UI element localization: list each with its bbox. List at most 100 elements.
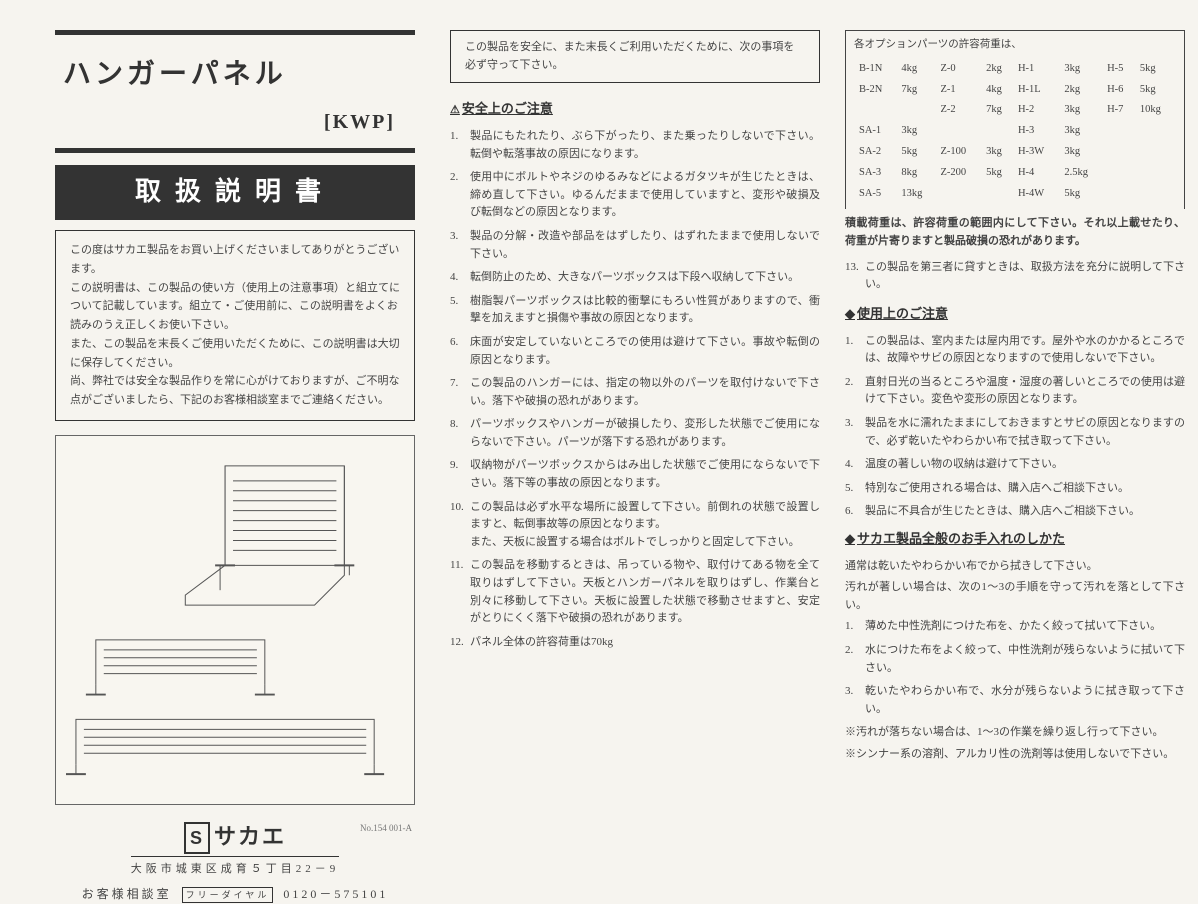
safety-item: 製品にもたれたり、ぶら下がったり、また乗ったりしないで下さい。転倒や転落事故の原… — [450, 128, 820, 163]
safety-item: この製品を移動するときは、吊っている物や、取付けてある物を全て取りはずして下さい… — [450, 557, 820, 627]
table-cell: 4kg — [898, 60, 935, 79]
table-cell: 5kg — [983, 164, 1013, 183]
care-asterisks: ※汚れが落ちない場合は、1〜3の作業を繰り返し行って下さい。 ※シンナー系の溶剤、… — [845, 724, 1185, 763]
phone-number: 0120－575101 — [283, 887, 388, 901]
table-cell: 2.5kg — [1061, 164, 1102, 183]
table-cell: H-4 — [1015, 164, 1059, 183]
table-row: B-1N4kgZ-02kgH-13kgH-55kg — [856, 60, 1174, 79]
table-cell — [1137, 122, 1174, 141]
table-cell: 3kg — [1061, 143, 1102, 162]
table-cell: H-7 — [1104, 101, 1135, 120]
table-row: B-2N7kgZ-14kgH-1L2kgH-65kg — [856, 81, 1174, 100]
usage-list: この製品は、室内または屋内用です。屋外や水のかかるところでは、故障やサビの原因と… — [845, 333, 1185, 521]
table-cell: 5kg — [1061, 185, 1102, 204]
care-item: 乾いたやわらかい布で、水分が残らないように拭き取って下さい。 — [845, 683, 1185, 718]
table-cell: 8kg — [898, 164, 935, 183]
safety-item: この製品のハンガーには、指定の物以外のパーツを取付けないで下さい。落下や破損の恐… — [450, 375, 820, 410]
table-cell: H-1L — [1015, 81, 1059, 100]
safety-item-13: この製品を第三者に貸すときは、取扱方法を充分に説明して下さい。 — [845, 259, 1185, 294]
product-illustration — [55, 435, 415, 805]
care-asterisk: ※汚れが落ちない場合は、1〜3の作業を繰り返し行って下さい。 — [845, 724, 1185, 742]
table-cell: H-6 — [1104, 81, 1135, 100]
safety-item: 使用中にボルトやネジのゆるみなどによるガタツキが生じたときは、締め直して下さい。… — [450, 169, 820, 222]
table-cell: B-1N — [856, 60, 896, 79]
product-title: ハンガーパネル — [63, 53, 415, 98]
table-cell: SA-3 — [856, 164, 896, 183]
table-row: Z-27kgH-23kgH-710kg — [856, 101, 1174, 120]
safety-item: 製品の分解・改造や部品をはずしたり、はずれたままで使用しないで下さい。 — [450, 228, 820, 263]
care-item: 薄めた中性洗剤につけた布を、かたく絞って拭いて下さい。 — [845, 618, 1185, 636]
safety-list-cont: この製品を第三者に貸すときは、取扱方法を充分に説明して下さい。 — [845, 259, 1185, 294]
product-model: [KWP] — [55, 106, 395, 138]
table-cell — [898, 101, 935, 120]
usage-item: この製品は、室内または屋内用です。屋外や水のかかるところでは、故障やサビの原因と… — [845, 333, 1185, 368]
usage-item: 特別なご使用される場合は、購入店へご相談下さい。 — [845, 480, 1185, 498]
load-capacity-box: 各オプションパーツの許容荷重は、 B-1N4kgZ-02kgH-13kgH-55… — [845, 30, 1185, 209]
table-cell: B-2N — [856, 81, 896, 100]
table-cell: Z-0 — [938, 60, 982, 79]
table-cell — [1137, 185, 1174, 204]
intro-text: この度はサカエ製品をお買い上げくださいましてありがとうございます。 この説明書は… — [70, 244, 400, 406]
table-cell: 7kg — [898, 81, 935, 100]
safety-item: 樹脂製パーツボックスは比較的衝撃にもろい性質がありますので、衝撃を加えますと損傷… — [450, 293, 820, 328]
table-cell — [1104, 164, 1135, 183]
safety-list: 製品にもたれたり、ぶら下がったり、また乗ったりしないで下さい。転倒や転落事故の原… — [450, 128, 820, 651]
table-cell: 2kg — [1061, 81, 1102, 100]
load-heading: 各オプションパーツの許容荷重は、 — [854, 37, 1176, 54]
care-lead-2: 汚れが著しい場合は、次の1〜3の手順を守って汚れを落として下さい。 — [845, 579, 1185, 614]
load-note: 積載荷重は、許容荷重の範囲内にして下さい。それ以上載せたり、荷重が片寄りますと製… — [845, 215, 1185, 250]
table-cell — [1104, 122, 1135, 141]
table-cell: 4kg — [983, 81, 1013, 100]
table-cell — [938, 185, 982, 204]
safety-heading: 安全上のご注意 — [450, 99, 820, 120]
table-cell — [1104, 143, 1135, 162]
usage-item: 直射日光の当るところや温度・湿度の著しいところでの使用は避けて下さい。変色や変形… — [845, 374, 1185, 409]
usage-item: 温度の著しい物の収納は避けて下さい。 — [845, 456, 1185, 474]
table-cell — [983, 122, 1013, 141]
phone-label: お客様相談室 — [82, 887, 172, 901]
safety-item: 床面が安定していないところでの使用は避けて下さい。事故や転倒の原因となります。 — [450, 334, 820, 369]
table-row: SA-513kgH-4W5kg — [856, 185, 1174, 204]
table-cell: 13kg — [898, 185, 935, 204]
table-cell: 5kg — [1137, 60, 1174, 79]
safety-item: パネル全体の許容荷重は70kg — [450, 634, 820, 652]
table-cell — [1137, 143, 1174, 162]
document-number: No.154 001-A — [360, 821, 412, 835]
table-cell — [856, 101, 896, 120]
table-cell — [1104, 185, 1135, 204]
panel-drawing — [66, 446, 404, 794]
table-cell: 3kg — [983, 143, 1013, 162]
table-cell: H-3W — [1015, 143, 1059, 162]
notice-text: この製品を安全に、また末長くご利用いただくために、次の事項を必ず守って下さい。 — [465, 41, 794, 71]
table-cell: H-1 — [1015, 60, 1059, 79]
table-cell: Z-100 — [938, 143, 982, 162]
brand-phone-line: お客様相談室 フリーダイヤル 0120－575101 — [55, 885, 415, 904]
table-cell: SA-5 — [856, 185, 896, 204]
table-cell: 3kg — [898, 122, 935, 141]
table-cell — [983, 185, 1013, 204]
table-cell: H-5 — [1104, 60, 1135, 79]
care-heading: サカエ製品全般のお手入れのしかた — [845, 529, 1185, 550]
table-cell — [938, 122, 982, 141]
table-cell: H-2 — [1015, 101, 1059, 120]
table-cell: Z-2 — [938, 101, 982, 120]
care-asterisk: ※シンナー系の溶剤、アルカリ性の洗剤等は使用しないで下さい。 — [845, 746, 1185, 764]
title-rule-bottom — [55, 148, 415, 153]
freecall-icon: フリーダイヤル — [182, 887, 274, 903]
table-cell — [1137, 164, 1174, 183]
care-lead-1: 通常は乾いたやわらかい布でから拭きして下さい。 — [845, 558, 1185, 576]
brand-name: サカエ — [214, 824, 286, 849]
care-item: 水につけた布をよく絞って、中性洗剤が残らないように拭いて下さい。 — [845, 642, 1185, 677]
care-list: 薄めた中性洗剤につけた布を、かたく絞って拭いて下さい。水につけた布をよく絞って、… — [845, 618, 1185, 718]
notice-box: この製品を安全に、また末長くご利用いただくために、次の事項を必ず守って下さい。 — [450, 30, 820, 83]
safety-item: この製品は必ず水平な場所に設置して下さい。前倒れの状態で設置しますと、転倒事故等… — [450, 499, 820, 552]
middle-column: この製品を安全に、また末長くご利用いただくために、次の事項を必ず守って下さい。 … — [450, 30, 820, 829]
table-cell: 7kg — [983, 101, 1013, 120]
title-rule-top — [55, 30, 415, 35]
table-row: SA-38kgZ-2005kgH-42.5kg — [856, 164, 1174, 183]
table-row: SA-25kgZ-1003kgH-3W3kg — [856, 143, 1174, 162]
usage-item: 製品に不具合が生じたときは、購入店へご相談下さい。 — [845, 503, 1185, 521]
table-cell: 3kg — [1061, 122, 1102, 141]
manual-banner: 取扱説明書 — [55, 165, 415, 221]
brand-logo-icon: S — [184, 822, 210, 855]
